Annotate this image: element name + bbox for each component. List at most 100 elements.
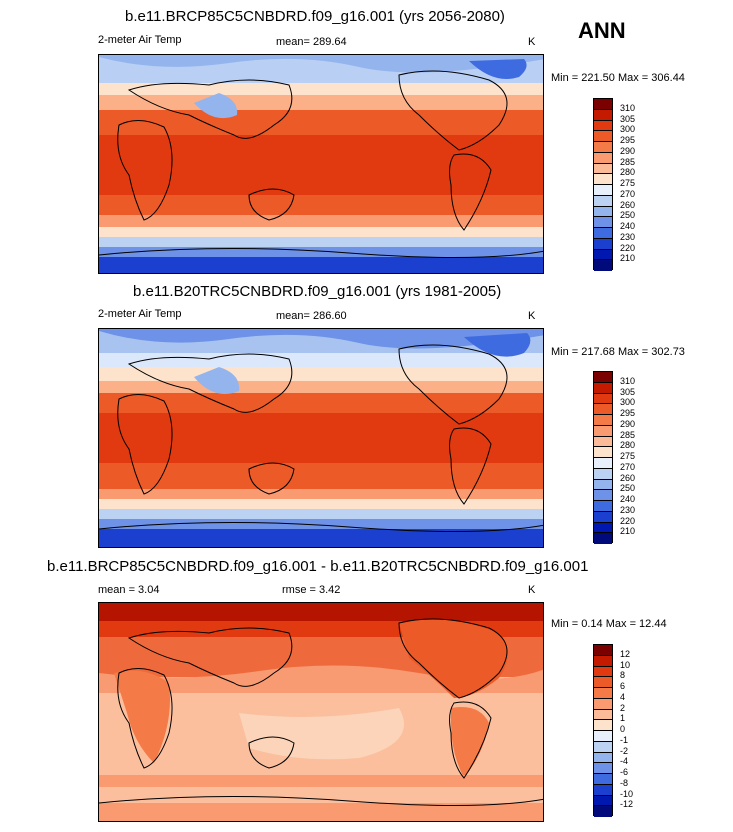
colorbar-swatch [594,784,612,796]
colorbar-label: -4 [620,756,629,766]
colorbar-swatch [594,490,612,501]
panel3-map-graphic [99,603,543,821]
colorbar-swatch [594,795,612,807]
panel2-units: K [528,310,536,322]
colorbar-label: 305 [620,114,636,124]
colorbar-label: 290 [620,419,636,429]
panel1-map-graphic [99,55,543,273]
panel2-variable: 2-meter Air Temp [98,308,182,320]
colorbar-label: -2 [620,746,629,756]
colorbar-swatch [594,458,612,469]
panel3-map [98,602,544,822]
panel2-mean: mean= 286.60 [276,310,347,322]
panel2-title: b.e11.B20TRC5CNBDRD.f09_g16.001 (yrs 198… [133,283,502,300]
colorbar-swatch [594,511,612,523]
colorbar-label: 4 [620,692,626,702]
colorbar-swatch [594,120,612,132]
colorbar-swatch [594,752,612,764]
colorbar-label: 275 [620,451,636,461]
colorbar-swatch [594,238,612,250]
colorbar-label: 210 [620,253,636,263]
panel2-map [98,328,544,548]
colorbar-swatch [594,655,612,667]
colorbar-label: 260 [620,200,636,210]
panel1-variable: 2-meter Air Temp [98,34,182,46]
colorbar-swatch [594,763,612,774]
colorbar-swatch [594,709,612,721]
colorbar-label: 250 [620,483,636,493]
panel3-title: b.e11.BRCP85C5CNBDRD.f09_g16.001 - b.e11… [47,558,589,575]
colorbar-swatch [594,741,612,753]
colorbar-label: 210 [620,526,636,536]
colorbar-swatch [594,501,612,512]
colorbar-label: 270 [620,189,636,199]
colorbar-swatch [594,393,612,405]
colorbar-swatch [594,720,612,731]
colorbar-swatch [594,468,612,480]
colorbar-label: 220 [620,243,636,253]
colorbar-swatch [594,731,612,742]
colorbar-swatch [594,415,612,426]
panel2-colorbar [593,371,613,544]
panel1-title: b.e11.BRCP85C5CNBDRD.f09_g16.001 (yrs 20… [125,8,505,25]
colorbar-swatch [594,447,612,458]
panel3-rmse: rmse = 3.42 [282,584,341,596]
colorbar-swatch [594,260,612,271]
colorbar-swatch [594,217,612,228]
colorbar-swatch [594,533,612,544]
colorbar-swatch [594,372,612,383]
panel3-mean: mean = 3.04 [98,584,160,596]
colorbar-label: 1 [620,713,626,723]
panel1-units: K [528,36,536,48]
colorbar-swatch [594,522,612,534]
colorbar-label: 10 [620,660,631,670]
colorbar-label: 2 [620,703,626,713]
colorbar-label: 230 [620,505,636,515]
colorbar-label: 240 [620,494,636,504]
colorbar-label: 250 [620,210,636,220]
colorbar-swatch [594,131,612,142]
colorbar-swatch [594,425,612,437]
panel1-mean: mean= 289.64 [276,36,347,48]
colorbar-label: 220 [620,516,636,526]
colorbar-swatch [594,688,612,699]
colorbar-swatch [594,774,612,785]
colorbar-label: 260 [620,473,636,483]
colorbar-swatch [594,195,612,207]
colorbar-label: 230 [620,232,636,242]
colorbar-label: -1 [620,735,629,745]
colorbar-label: 290 [620,146,636,156]
colorbar-swatch [594,404,612,415]
colorbar-swatch [594,666,612,678]
colorbar-swatch [594,185,612,196]
colorbar-label: 240 [620,221,636,231]
colorbar-label: 295 [620,408,636,418]
colorbar-label: -10 [620,789,634,799]
colorbar-label: 12 [620,649,631,659]
panel1-minmax: Min = 221.50 Max = 306.44 [551,72,685,84]
colorbar-swatch [594,163,612,175]
colorbar-label: 270 [620,462,636,472]
colorbar-swatch [594,249,612,261]
colorbar-swatch [594,152,612,164]
colorbar-label: 8 [620,670,626,680]
colorbar-swatch [594,99,612,110]
panel1-colorbar [593,98,613,271]
colorbar-label: 6 [620,681,626,691]
colorbar-label: 280 [620,440,636,450]
panel1-map [98,54,544,274]
colorbar-swatch [594,382,612,394]
colorbar-label: 300 [620,397,636,407]
colorbar-swatch [594,677,612,688]
colorbar-label: -12 [620,799,634,809]
colorbar-label: 0 [620,724,626,734]
colorbar-label: 295 [620,135,636,145]
panel3-minmax: Min = 0.14 Max = 12.44 [551,618,667,630]
colorbar-label: 305 [620,387,636,397]
colorbar-label: 275 [620,178,636,188]
colorbar-swatch [594,174,612,185]
colorbar-swatch [594,479,612,491]
colorbar-swatch [594,436,612,448]
panel2-minmax: Min = 217.68 Max = 302.73 [551,346,685,358]
colorbar-swatch [594,806,612,817]
